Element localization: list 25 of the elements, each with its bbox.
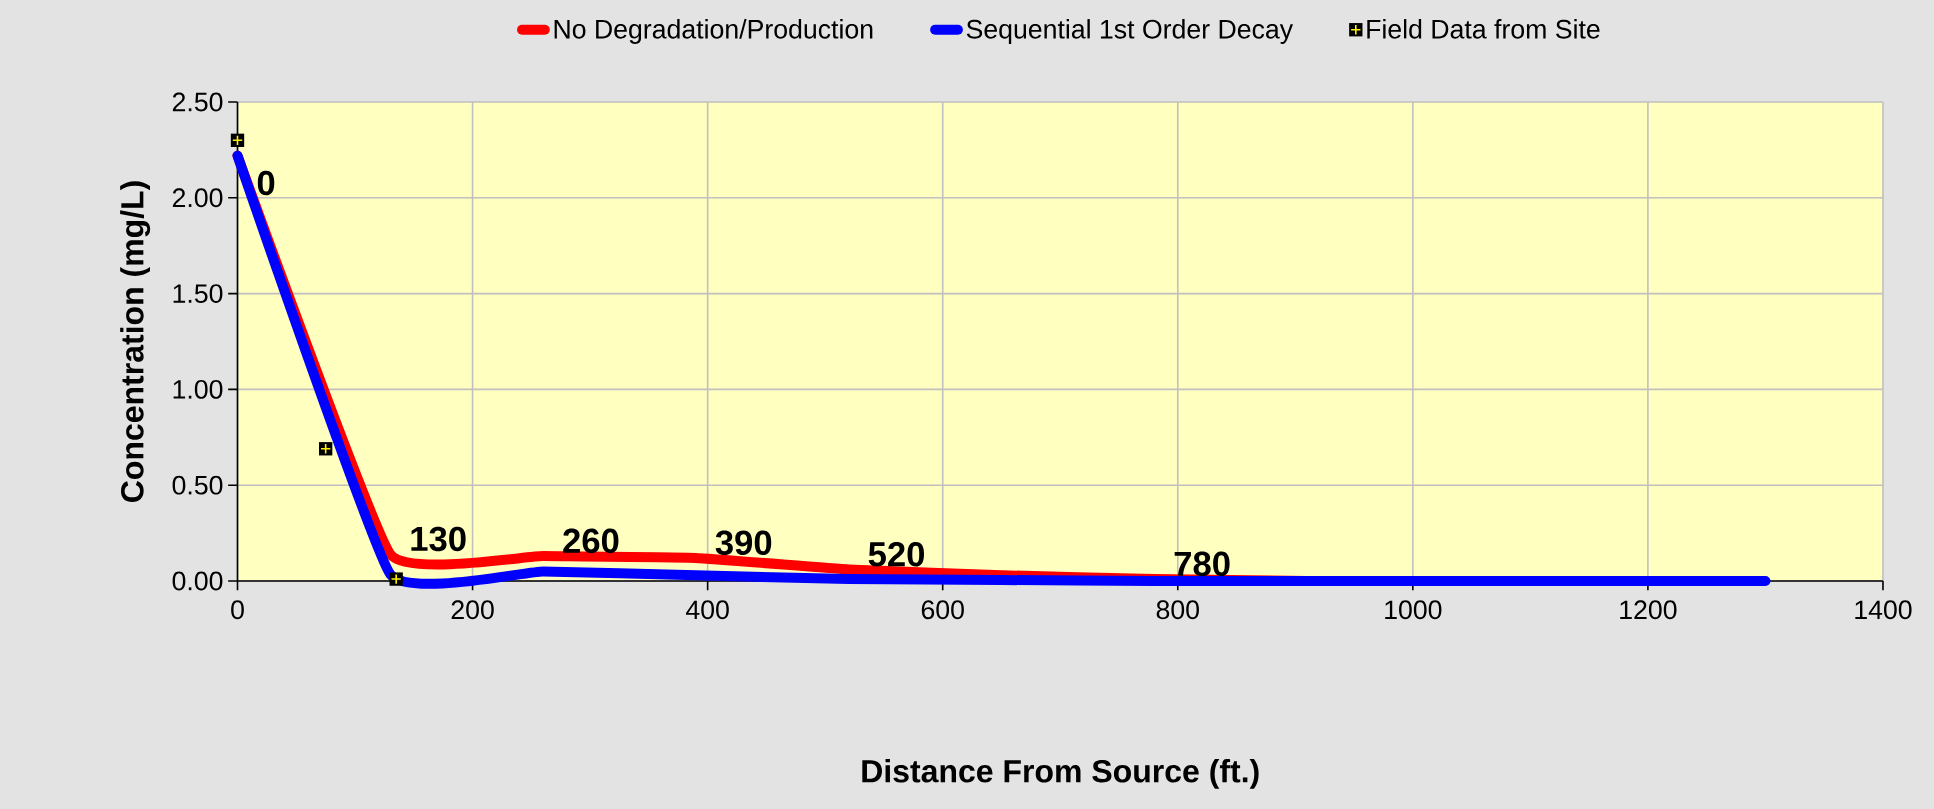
x-axis-title: Distance From Source (ft.) bbox=[862, 759, 1259, 789]
y-axis-title: Concentration (mg/L) bbox=[120, 181, 151, 502]
x-tick-label: 400 bbox=[686, 600, 729, 620]
x-tick-label: 1400 bbox=[1855, 600, 1912, 620]
x-tick-label: 200 bbox=[451, 600, 494, 620]
annotation: 0 bbox=[257, 170, 275, 196]
y-tick-label: 1.50 bbox=[173, 284, 223, 304]
x-tick-label: 800 bbox=[1156, 600, 1199, 620]
x-tick-label: 1000 bbox=[1385, 600, 1442, 620]
y-tick-label: 2.50 bbox=[172, 92, 223, 112]
x-tick-label: 1200 bbox=[1620, 600, 1677, 620]
x-tick-label: 600 bbox=[921, 600, 964, 620]
annotation: 520 bbox=[868, 542, 925, 567]
legend-label: Sequential 1st Order Decay bbox=[966, 19, 1294, 44]
y-tick-label: 2.00 bbox=[172, 188, 223, 208]
legend-label: Field Data from Site bbox=[1367, 19, 1600, 39]
y-tick-label: 0.50 bbox=[172, 475, 223, 495]
annotation: 390 bbox=[715, 530, 772, 556]
annotation: 260 bbox=[563, 528, 619, 554]
y-tick-label: 0.00 bbox=[172, 571, 223, 591]
legend-label: No Degradation/Production bbox=[554, 19, 873, 44]
annotation: 130 bbox=[411, 526, 466, 552]
y-tick-label: 1.00 bbox=[173, 379, 223, 399]
annotation: 780 bbox=[1174, 551, 1230, 577]
x-tick-label: 0 bbox=[231, 600, 244, 620]
